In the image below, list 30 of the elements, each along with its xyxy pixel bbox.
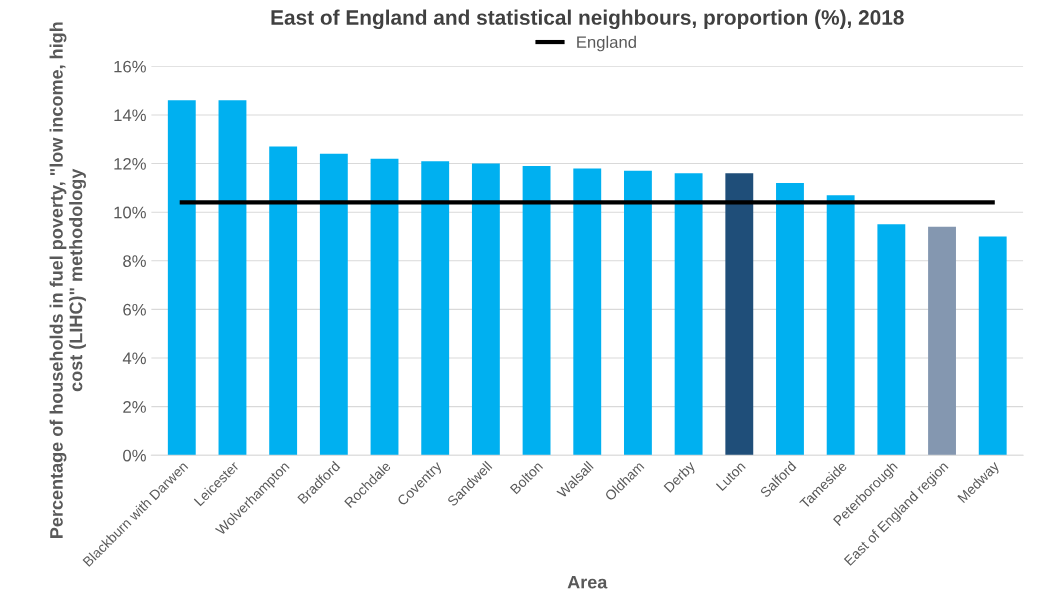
y-tick-label: 6% (123, 303, 146, 316)
chart-title: East of England and statistical neighbours, proportion (%), 2018 (271, 9, 904, 30)
y-tick-label: 16% (114, 60, 146, 73)
bar (522, 165, 551, 456)
bar (725, 173, 754, 456)
y-axis-title: Percentage of households in fuel poverty, "low income, high cost (LIHC)" methodology (49, 22, 86, 538)
bar (826, 195, 855, 456)
bar (928, 226, 956, 456)
bar (421, 161, 450, 456)
bar (471, 163, 500, 456)
bar (218, 100, 247, 456)
y-tick-label: 10% (114, 206, 146, 219)
y-tick-label: 2% (123, 401, 146, 413)
y-tick-label: 12% (114, 157, 146, 170)
y-tick-label: 4% (122, 352, 146, 365)
bar (370, 158, 399, 456)
bar (877, 224, 906, 456)
bar (978, 236, 1007, 456)
bar (269, 146, 298, 456)
bar (776, 183, 804, 456)
legend-label: England (577, 35, 636, 52)
bar (167, 100, 196, 456)
x-axis-title: Area (567, 575, 608, 589)
y-tick-label: 0% (123, 449, 146, 462)
y-tick-label: 8% (123, 255, 146, 267)
bar (319, 153, 348, 456)
y-tick-label: 14% (114, 109, 146, 122)
bar (573, 168, 602, 456)
bar (674, 173, 703, 456)
bar (623, 170, 652, 456)
